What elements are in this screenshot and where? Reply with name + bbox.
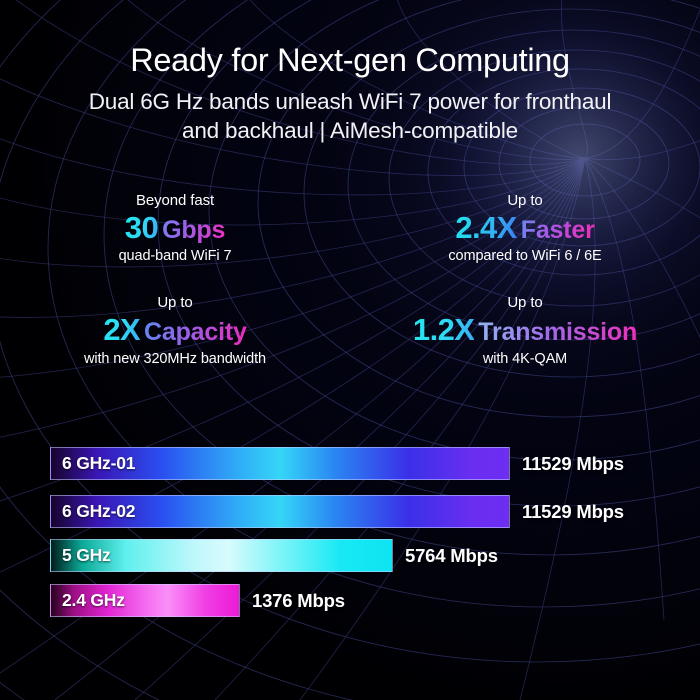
bar-value: 11529 Mbps [522,452,624,474]
stat-lead: Up to [507,294,543,312]
stat-sub: quad-band WiFi 7 [118,248,232,265]
subtitle-line-1: Dual 6G Hz bands unleash WiFi 7 power fo… [88,89,612,115]
stats-grid: Beyond fast 30 Gbps quad-band WiFi 7 Up t… [0,192,700,367]
table-row: 6 GHz-02 11529 Mbps [50,495,700,528]
table-row: 2.4 GHz 1376 Mbps [50,584,700,617]
table-row: 6 GHz-01 11529 Mbps [50,447,700,480]
stat-main: 2X Capacity [0,313,350,346]
stat-card-gbps: Beyond fast 30 Gbps quad-band WiFi 7 [0,192,350,264]
stat-word: Transmission [478,318,638,347]
stat-sub: with 4K-QAM [482,350,568,367]
subtitle-line-2: and backhaul | AiMesh-compatible [182,118,518,144]
stat-main: 30 Gbps [0,211,350,244]
stat-number: 30 [124,210,159,245]
bar-5ghz: 5 GHz [50,539,393,572]
table-row: 5 GHz 5764 Mbps [50,539,700,572]
stat-card-capacity: Up to 2X Capacity with new 320MHz bandwid… [0,294,350,366]
bar-6ghz-01: 6 GHz-01 [50,447,510,480]
bar-label: 5 GHz [62,545,111,565]
bar-value: 1376 Mbps [252,589,345,611]
bar-label: 6 GHz-02 [62,501,136,521]
bar-label: 2.4 GHz [62,590,125,610]
stat-word: Capacity [144,318,247,347]
stat-lead: Up to [507,192,543,209]
bar-2-4ghz: 2.4 GHz [50,584,240,617]
stat-card-transmission: Up to 1.2X Transmission with 4K-QAM [350,294,700,366]
stat-number: 1.2X [412,312,475,348]
bar-value: 11529 Mbps [522,500,624,522]
stat-number: 2X [103,312,141,348]
stat-lead: Beyond fast [135,192,215,209]
bar-value: 5764 Mbps [405,544,498,566]
stat-word: Gbps [162,216,226,244]
stat-word: Faster [520,216,595,244]
bar-6ghz-02: 6 GHz-02 [50,495,510,528]
stat-main: 1.2X Transmission [350,313,700,346]
header: Ready for Next-gen Computing Dual 6G Hz … [0,42,700,146]
stat-card-faster: Up to 2.4X Faster compared to WiFi 6 / 6E [350,192,700,264]
bandwidth-bar-chart: 6 GHz-01 11529 Mbps 6 GHz-02 11529 Mbps … [50,447,700,617]
stat-main: 2.4X Faster [350,211,700,244]
stat-sub: compared to WiFi 6 / 6E [448,248,602,265]
stat-sub: with new 320MHz bandwidth [83,350,267,367]
stat-number: 2.4X [455,210,517,245]
page-title: Ready for Next-gen Computing [130,42,570,78]
stat-lead: Up to [157,294,193,312]
page-subtitle: Dual 6G Hz bands unleash WiFi 7 power fo… [0,88,700,146]
bar-label: 6 GHz-01 [62,453,136,473]
